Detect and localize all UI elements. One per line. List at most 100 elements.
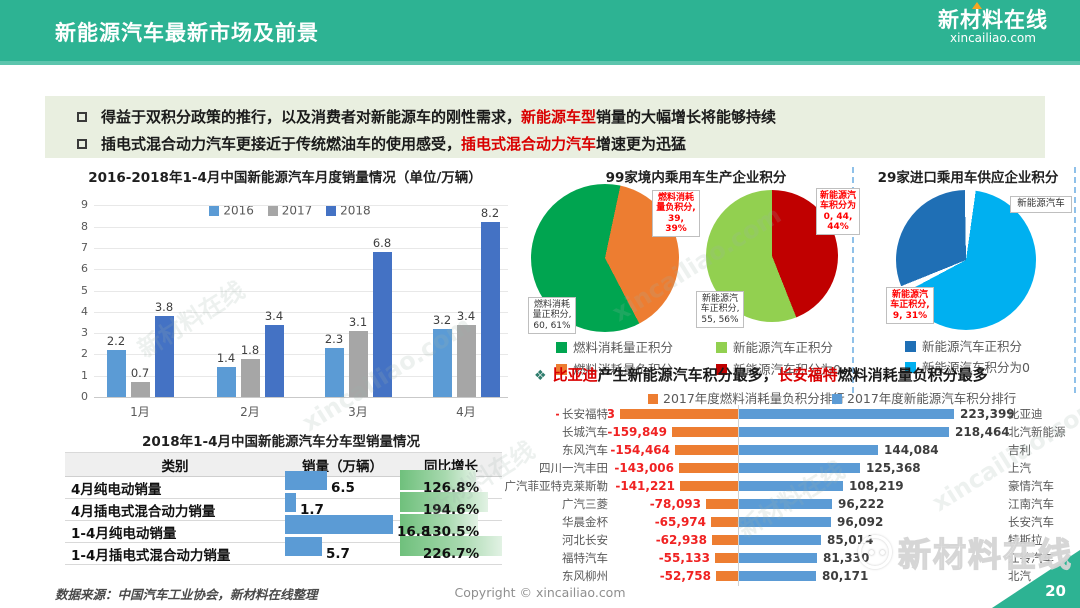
positive-credit-value: 80,171 <box>822 569 869 583</box>
negative-credit-bar <box>679 463 738 473</box>
positive-credit-value: 81,330 <box>823 551 870 565</box>
col-header-label: 类别 <box>161 458 189 475</box>
legend-label: 2017 <box>281 203 313 218</box>
nev-pos-callout: 新能源汽 车正积分, 55, 56% <box>696 291 744 329</box>
monthly-sales-bar-chart: 2016 2017 2018 0 1 2 3 4 5 6 7 8 9 1月 2.2 0.7 3.8 2月 1.… <box>60 193 510 425</box>
legend-swatch <box>832 394 842 404</box>
table-row: 4月插电式混合动力销量 1.7 194.6% <box>65 491 502 521</box>
legend-swatch-2018 <box>326 205 337 216</box>
legend-item: 燃料消耗量正积分 <box>556 337 673 356</box>
negative-credit-bar <box>675 445 738 455</box>
left-company-label: 河北长安 <box>559 531 608 549</box>
bar-2018 <box>264 324 284 397</box>
tornado-row: -55,133 福特汽车 81,330 江铃汽车 <box>530 549 1078 567</box>
legend-label: 新能源汽车正积分 <box>733 340 834 355</box>
bullet-text: 销量的大幅增长将能够持续 <box>596 108 777 126</box>
y-tick-label: 6 <box>81 262 88 276</box>
bullet-highlight: 新能源车型 <box>521 108 597 126</box>
legend-item: 新能源汽车积分为0 <box>716 359 841 378</box>
legend-label: 新能源汽车积分为0 <box>922 360 1030 375</box>
page-title: 新能源汽车最新市场及前景 <box>55 21 319 45</box>
y-tick-label: 3 <box>81 326 88 340</box>
logo-domain: xincailiao.com <box>950 31 1036 46</box>
headline-highlight: 比亚迪 <box>552 366 598 384</box>
y-tick-label: 2 <box>81 347 88 361</box>
domestic-pies-title: 99家境内乘用车生产企业积分 <box>605 170 787 186</box>
legend-swatch <box>648 394 658 404</box>
right-company-label: 比亚迪 <box>1008 407 1043 421</box>
table-row: 1-4月插电式混合动力销量 5.7 226.7% <box>65 535 502 565</box>
edge-divider-dashed <box>1074 167 1076 393</box>
grid-line <box>94 375 508 377</box>
bar-value-label: 0.7 <box>130 366 150 381</box>
monthly-chart-legend: 2016 2017 2018 <box>60 203 510 218</box>
positive-credit-bar <box>739 553 817 563</box>
positive-credit-bar <box>739 535 821 545</box>
data-source-note: 数据来源：中国汽车工业协会，新材料在线整理 <box>55 587 318 602</box>
negative-credit-bar <box>712 535 738 545</box>
growth-data-bar <box>400 469 476 490</box>
negative-credit-value: -159,849 <box>607 425 667 439</box>
negative-credit-value: -62,938 <box>655 533 707 547</box>
table-row: 4月纯电动销量 6.5 126.8% <box>65 469 502 499</box>
credit-ranking-tornado-chart: -287,823长安福特223,399比亚迪-159,849长城汽车218,46… <box>501 405 1078 586</box>
tornado-axis-line <box>738 405 739 586</box>
growth-value: 194.6% <box>422 501 480 518</box>
negative-credit-bar <box>672 427 738 437</box>
left-company-label: 长城汽车 <box>559 423 608 441</box>
legend-swatch <box>556 364 567 375</box>
negative-credit-value: -55,133 <box>658 551 710 565</box>
right-company-label: 北汽 <box>1008 569 1031 583</box>
x-category-label: 1月 <box>130 405 150 419</box>
nev-zero-callout: 新能源汽 车积分为 0, 44, 44% <box>816 188 860 236</box>
right-company-label: 豪情汽车 <box>1008 479 1054 493</box>
left-company-label: 广汽菲亚特克莱斯勒 <box>501 477 608 495</box>
right-company-label: 北汽新能源 <box>1008 425 1066 439</box>
growth-data-bar <box>400 491 488 512</box>
headline-text: 燃料消耗量负积分最多 <box>837 366 988 384</box>
bar-value-label: 2.3 <box>324 332 344 346</box>
import-pos-callout: 新能源汽 车正积分, 9, 31% <box>886 287 934 325</box>
right-company-label: 上汽 <box>1008 461 1031 475</box>
bullet-text: 插电式混合动力汽车更接近于传统燃油车的使用感受， <box>101 135 462 153</box>
growth-cell: 194.6% <box>400 491 502 518</box>
bar-value-label: 6.8 <box>372 236 392 251</box>
sales-cell: 6.5 <box>285 470 400 496</box>
grid-line <box>94 354 508 356</box>
sales-data-bar <box>285 514 393 534</box>
diamond-bullet-icon: ❖ <box>534 368 547 384</box>
legend-label: 2017年度新能源汽车积分排行 <box>847 391 1017 406</box>
x-category-label: 2月 <box>240 405 260 419</box>
import-pie-title: 29家进口乘用车供应企业积分 <box>877 170 1059 186</box>
growth-cell: 226.7% <box>400 535 502 562</box>
tornado-row: -52,758 东风柳州 80,171 北汽 <box>530 567 1078 585</box>
tornado-row: -154,464 东风汽车 144,084 吉利 <box>530 441 1078 459</box>
monthly-chart-title: 2016-2018年1-4月中国新能源汽车月度销量情况（单位/万辆） <box>88 170 482 186</box>
negative-credit-bar <box>716 571 738 581</box>
bar-2018 <box>154 316 174 397</box>
row-label: 1-4月纯电动销量 <box>71 525 177 542</box>
header-accent-strip <box>0 61 1080 65</box>
sales-cell: 1.7 <box>285 492 400 518</box>
row-label: 4月插电式混合动力销量 <box>71 503 216 520</box>
bar-value-label: 3.8 <box>154 300 174 315</box>
bullet-highlight: 插电式混合动力汽车 <box>461 135 597 153</box>
bar-2017 <box>240 358 260 397</box>
growth-data-bar <box>400 513 478 534</box>
right-company-label: 江南汽车 <box>1008 497 1054 511</box>
legend-swatch <box>905 341 916 352</box>
negative-credit-value: -78,093 <box>649 497 701 511</box>
tornado-legend-right: 2017年度新能源汽车积分排行 <box>832 388 1016 407</box>
bar-value-label: 3.4 <box>264 308 284 323</box>
legend-swatch <box>556 342 567 353</box>
positive-credit-value: 144,084 <box>884 443 939 457</box>
legend-item: 新能源汽车正积分 <box>905 336 1022 355</box>
left-company-label: 东风汽车 <box>559 441 608 459</box>
tornado-row: -62,938 河北长安 85,014 特斯拉 <box>530 531 1078 549</box>
right-company-label: 长安汽车 <box>1008 515 1054 529</box>
bar-value-label: 1.4 <box>216 351 236 366</box>
legend-item: 燃料消耗量负积分 <box>556 359 673 378</box>
sales-cell: 5.7 <box>285 536 400 562</box>
bullet-item: 插电式混合动力汽车更接近于传统燃油车的使用感受，插电式混合动力汽车增速更为迅猛 <box>77 131 1045 158</box>
